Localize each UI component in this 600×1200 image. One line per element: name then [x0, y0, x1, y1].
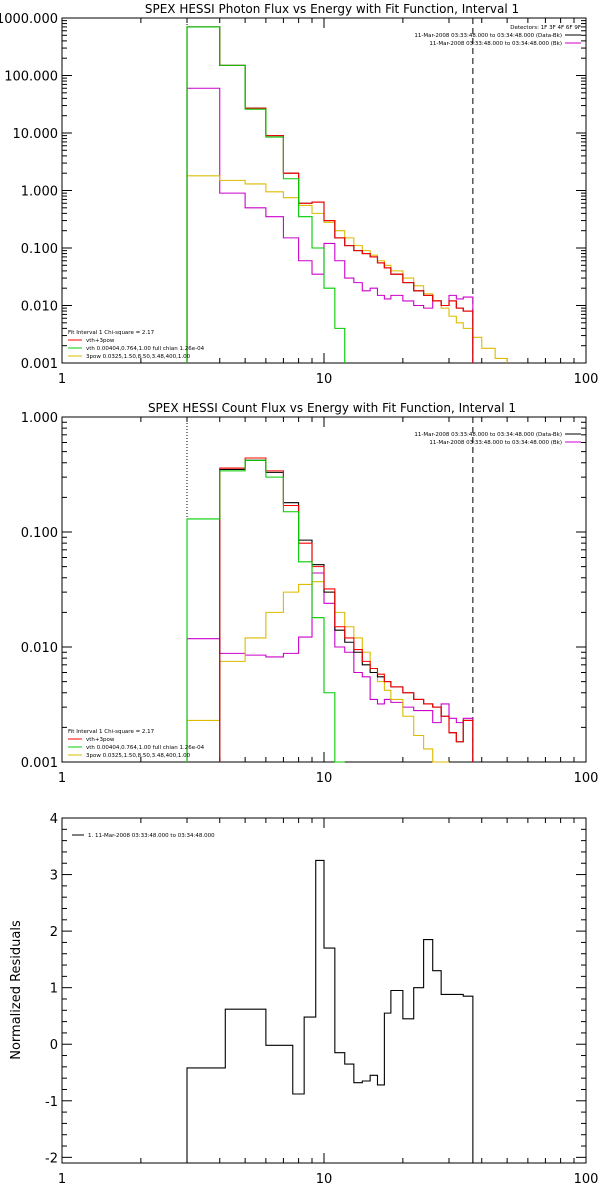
y-tick-label: 0.100 — [21, 526, 58, 541]
y-tick-label: 3 — [50, 869, 58, 884]
legend-entry: vth 0.00404,0.764,1.00 full chian 1.26e-… — [86, 346, 205, 352]
legend-heading: Fit Interval 1 Chi-square = 2.17 — [68, 330, 155, 336]
y-tick-label: 0.010 — [21, 300, 58, 315]
info-line: 11-Mar-2008 03:33:48.000 to 03:34:48.000… — [429, 440, 562, 446]
photon-flux-legend: Fit Interval 1 Chi-square = 2.17 vth+3po… — [68, 330, 205, 360]
info-line: 11-Mar-2008 03:33:48.000 to 03:34:48.000… — [414, 432, 562, 438]
photon-flux-info: Detectors: 1F 3F 4F 6F 9F 11-Mar-2008 03… — [414, 25, 581, 47]
series-bk — [186, 87, 474, 363]
legend-heading: Fit Interval 1 Chi-square = 2.17 — [68, 729, 155, 735]
info-line: 11-Mar-2008 03:33:48.000 to 03:34:48.000… — [429, 41, 562, 47]
series-3pow — [186, 581, 450, 763]
legend-entry: 3pow 0.0325,1.50,8.50,3.48,400,1.00 — [86, 354, 191, 360]
y-tick-label: 10.000 — [13, 127, 59, 142]
photon-flux-panel: SPEX HESSI Photon Flux vs Energy with Fi… — [0, 2, 598, 387]
y-tick-label: 0.001 — [21, 357, 58, 372]
series-data-bk — [186, 26, 474, 363]
x-tick-label: 100 — [574, 1172, 599, 1187]
residuals-panel: Normalized Residuals 1 10 100 -2 -1 0 1 2 3 4 1. … — [9, 812, 598, 1187]
y-tick-label: -2 — [45, 1151, 58, 1166]
info-line: 11-Mar-2008 03:33:48.000 to 03:34:48.000… — [414, 33, 562, 39]
x-tick-label: 1 — [58, 372, 66, 387]
legend-entry: 3pow 0.0325,1.50,8.50,3.48,400,1.00 — [86, 753, 191, 759]
residuals-legend: 1. 11-Mar-2008 03:33:48.000 to 03:34:48.… — [72, 833, 215, 839]
count-flux-legend: Fit Interval 1 Chi-square = 2.17 vth+3po… — [68, 729, 205, 759]
x-tick-label: 1 — [58, 1172, 66, 1187]
count-flux-panel: SPEX HESSI Count Flux vs Energy with Fit… — [21, 401, 599, 786]
series-vth — [186, 459, 345, 763]
series-3pow — [186, 175, 508, 363]
y-tick-label: 0.010 — [21, 641, 58, 656]
x-tick-label: 1 — [58, 771, 66, 786]
photon-flux-plot-frame — [61, 17, 587, 364]
photon-flux-title: SPEX HESSI Photon Flux vs Energy with Fi… — [145, 2, 519, 16]
series-data-bk — [219, 459, 474, 762]
y-tick-label: 1.000 — [21, 185, 58, 200]
series-bk — [186, 572, 474, 762]
residuals-y-axis-label: Normalized Residuals — [9, 920, 24, 1060]
info-line: Detectors: 1F 3F 4F 6F 9F — [510, 25, 581, 31]
y-tick-label: 0.100 — [21, 242, 58, 257]
y-tick-label: 100.000 — [4, 70, 58, 85]
x-tick-label: 10 — [316, 1172, 333, 1187]
y-tick-label: 0 — [50, 1038, 58, 1053]
y-tick-label: 0.001 — [21, 756, 58, 771]
y-tick-label: 1000.000 — [0, 12, 58, 27]
y-tick-label: -1 — [45, 1095, 58, 1110]
series-residuals — [186, 859, 474, 1163]
x-tick-label: 10 — [316, 771, 333, 786]
y-tick-label: 1.000 — [21, 411, 58, 426]
count-flux-title: SPEX HESSI Count Flux vs Energy with Fit… — [148, 401, 516, 415]
count-flux-info: 11-Mar-2008 03:33:48.000 to 03:34:48.000… — [414, 432, 581, 446]
series-vth+3pow — [186, 26, 474, 363]
legend-entry: 1. 11-Mar-2008 03:33:48.000 to 03:34:48.… — [88, 833, 215, 839]
x-tick-label: 100 — [574, 372, 599, 387]
x-tick-label: 100 — [574, 771, 599, 786]
legend-entry: vth 0.00404,0.764,1.00 full chian 1.26e-… — [86, 745, 205, 751]
y-tick-label: 4 — [50, 812, 58, 827]
x-tick-label: 10 — [316, 372, 333, 387]
series-vth+3pow — [219, 457, 474, 762]
y-tick-label: 2 — [50, 925, 58, 940]
y-tick-label: 1 — [50, 982, 58, 997]
legend-entry: vth+3pow — [86, 737, 115, 743]
series-vth — [186, 26, 346, 363]
legend-entry: vth+3pow — [86, 338, 115, 344]
